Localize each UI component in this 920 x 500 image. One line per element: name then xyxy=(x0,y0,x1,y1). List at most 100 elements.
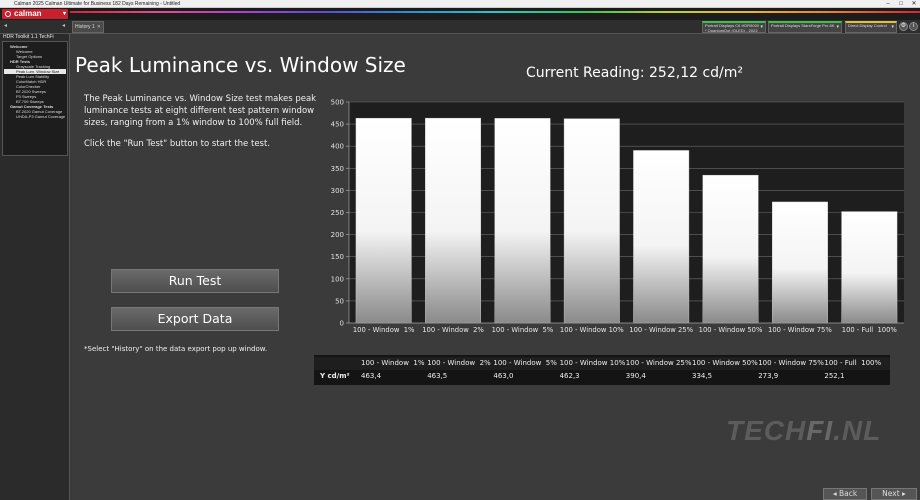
next-label: Next xyxy=(882,489,900,498)
main-panel: Peak Luminance vs. Window Size Current R… xyxy=(71,35,920,500)
maximize-icon[interactable]: □ xyxy=(899,1,903,7)
test-instruction: Click the "Run Test" button to start the… xyxy=(84,139,271,149)
back-button[interactable]: ◂ Back xyxy=(823,488,867,500)
y-tick-label: 400 xyxy=(331,143,344,151)
calman-logo-button[interactable]: calman ▾ xyxy=(2,9,68,19)
sidebar-item[interactable]: ColorChecker xyxy=(16,84,41,89)
current-reading: Current Reading: 252,12 cd/m² xyxy=(526,65,744,81)
workflow-tree: Welcome Welcome Target Options HDR Tests Gra… xyxy=(2,41,68,156)
info-icon[interactable]: i xyxy=(909,22,918,31)
next-button[interactable]: Next ▸ xyxy=(871,488,917,500)
table-header-cell: 100 - Window 10% xyxy=(559,359,626,367)
tab-row xyxy=(0,20,920,34)
tab-close-icon[interactable]: ✕ xyxy=(96,24,101,30)
export-note: *Select "History" on the data export pop… xyxy=(84,345,268,353)
table-header-cell: 100 - Window 1% xyxy=(361,359,425,367)
sidebar-item[interactable]: Welcome xyxy=(10,44,28,49)
back-arrow-icon: ◂ xyxy=(832,489,839,498)
sidebar-nav: ◂ ◂ xyxy=(2,22,68,30)
table-cell: 462,3 xyxy=(559,372,580,380)
table-cell: 463,4 xyxy=(361,372,382,380)
sidebar-item[interactable]: BT.709 Sweeps xyxy=(16,99,44,104)
chart-svg: 0 50 100 150 200 250 300 350 400 450 500 100 - Wind… xyxy=(331,99,904,334)
sidebar-item[interactable]: Grayscale Tracking xyxy=(16,64,51,69)
y-tick-label: 250 xyxy=(331,209,344,217)
device-display-name: Direct Display Control xyxy=(848,23,887,28)
table-header-row: 100 - Window 1% 100 - Window 2% 100 - Wind… xyxy=(314,357,890,370)
x-tick-label: 100 - Window 75% xyxy=(768,326,832,334)
x-tick-label: 100 - Window 50% xyxy=(699,326,763,334)
x-tick-label: 100 - Window 10% xyxy=(560,326,624,334)
device-generator-name: Portrait Displays StarsForge Pro 8K xyxy=(771,23,835,28)
table-header-cell: 100 - Window 75% xyxy=(758,359,824,367)
y-tick-label: 200 xyxy=(331,231,344,239)
sidebar-item[interactable]: ColorMatch HDR xyxy=(16,79,47,84)
sidebar-item[interactable]: HDR Tests xyxy=(10,59,30,64)
y-tick-label: 0 xyxy=(340,320,344,328)
sidebar-item[interactable]: Target Options xyxy=(16,54,43,59)
run-test-button[interactable]: Run Test xyxy=(111,269,279,293)
sidebar-item[interactable]: BT.2020 Sweeps xyxy=(16,89,47,94)
device-display[interactable]: Direct Display Control ▾ xyxy=(845,21,897,33)
x-tick-label: 100 - Window 2% xyxy=(422,326,484,334)
collapse-right-icon[interactable]: ◂ xyxy=(62,23,66,29)
device-generator[interactable]: Portrait Displays StarsForge Pro 8K ▾ xyxy=(768,21,842,33)
collapse-left-icon[interactable]: ◂ xyxy=(4,23,8,29)
settings-icon[interactable]: ⚙ xyxy=(899,22,908,31)
y-tick-label: 50 xyxy=(335,297,344,305)
bar xyxy=(633,150,690,324)
tab-history[interactable]: History 1 ✕ xyxy=(72,21,104,33)
table-cell: 463,5 xyxy=(427,372,448,380)
luminance-bar-chart: 0 50 100 150 200 250 300 350 400 450 500 100 - Wind… xyxy=(319,98,909,338)
y-tick-label: 300 xyxy=(331,187,344,195)
table-row: Y cd/m² 463,4 463,5 463,0 462,3 390,4 334,5 27… xyxy=(314,370,890,383)
table-header-cell: 100 - Window 5% xyxy=(493,359,557,367)
x-tick-label: 100 - Window 5% xyxy=(492,326,554,334)
techfi-watermark: TECHFI.NL xyxy=(726,415,882,446)
test-description: The Peak Luminance vs. Window Size test … xyxy=(84,94,317,129)
sidebar: HDR Toolkit 1.1 TechFi Welcome Welcome Tar… xyxy=(0,34,70,500)
window-titlebar: Calman 2025 Calman Ultimate for Business… xyxy=(0,0,920,8)
export-data-button[interactable]: Export Data xyxy=(111,307,279,331)
x-tick-label: 100 - Full 100% xyxy=(842,326,898,334)
close-icon[interactable]: ✕ xyxy=(911,1,917,7)
sidebar-item[interactable]: UHDA-P3 Gamut Coverage xyxy=(16,114,66,119)
table-cell: 334,5 xyxy=(692,372,713,380)
device-meter[interactable]: Portrait Displays C6 HDR5000 * QuantumDo… xyxy=(702,21,766,33)
y-tick-label: 100 xyxy=(331,275,344,283)
accent-gradient-strip xyxy=(70,11,920,13)
sidebar-item[interactable]: P3 Sweeps xyxy=(16,94,37,99)
workflow-title: HDR Toolkit 1.1 TechFi xyxy=(3,34,54,40)
chevron-down-icon: ▾ xyxy=(760,24,763,30)
table-cell: 252,1 xyxy=(824,372,845,380)
bar xyxy=(563,118,620,324)
x-tick-label: 100 - Window 25% xyxy=(629,326,693,334)
bar xyxy=(425,117,482,324)
table-cell: 273,9 xyxy=(758,372,779,380)
sidebar-item[interactable]: Peak Lum Stability xyxy=(16,74,50,79)
y-tick-label: 450 xyxy=(331,121,344,129)
next-arrow-icon: ▸ xyxy=(899,489,906,498)
chevron-down-icon: ▾ xyxy=(836,24,839,30)
bar xyxy=(702,174,759,324)
y-tick-label: 350 xyxy=(331,165,344,173)
table-header-cell: 100 - Window 50% xyxy=(692,359,758,367)
table-header-cell: 100 - Full 100% xyxy=(824,359,882,367)
calman-logo-icon xyxy=(5,11,11,17)
page-title: Peak Luminance vs. Window Size xyxy=(75,53,406,77)
logo-text: calman xyxy=(14,9,42,18)
table-header-cell: 100 - Window 25% xyxy=(625,359,692,367)
table-cell: 390,4 xyxy=(625,372,646,380)
sidebar-item[interactable]: BT.2020 Gamut Coverage xyxy=(16,109,63,114)
sidebar-item[interactable]: Welcome xyxy=(16,49,33,54)
sidebar-item[interactable]: Gamut Coverage Tests xyxy=(10,104,54,109)
bar xyxy=(841,211,898,324)
chevron-down-icon: ▾ xyxy=(62,11,66,17)
bar xyxy=(494,118,551,324)
bar xyxy=(355,117,412,324)
device-meter-name: Portrait Displays C6 HDR5000 xyxy=(705,23,760,28)
minimize-icon[interactable]: – xyxy=(886,1,890,7)
device-meter-profile: * QuantumDot (OLED) - 2023 xyxy=(705,27,758,33)
sidebar-item[interactable]: Peak Lum. Window Size xyxy=(4,69,66,74)
y-tick-label: 500 xyxy=(331,99,344,107)
